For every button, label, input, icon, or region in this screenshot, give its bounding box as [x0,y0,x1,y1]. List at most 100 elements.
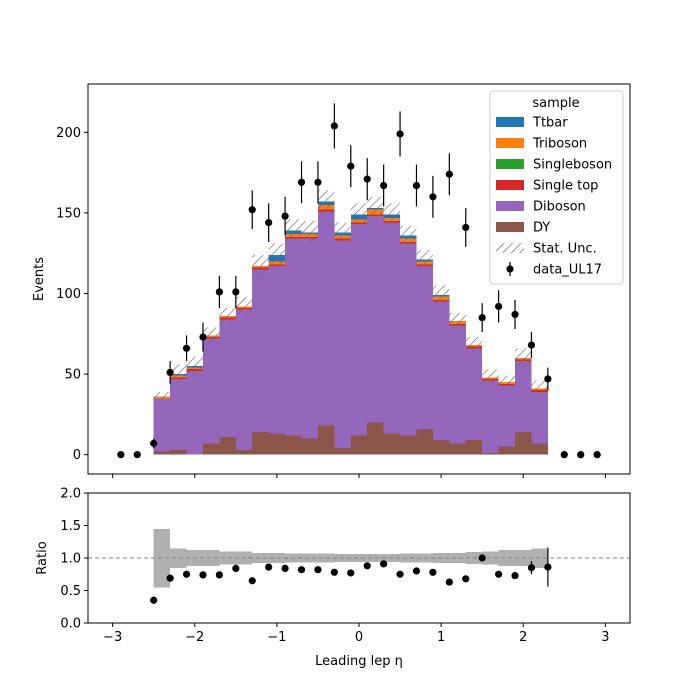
bar-diboson [531,391,548,444]
x-tick-label: −1 [267,630,286,645]
bar-dy [252,432,269,455]
stat-unc-band [465,337,483,354]
bar-dy [301,438,318,455]
ratio-point [363,562,371,570]
ratio-panel: 0.0 0.5 1.0 1.5 2.0 −3 −2 −1 0 1 2 3 Ratio Leading… [35,487,631,669]
legend-label: Single top [533,179,598,194]
bar-dy [317,425,335,455]
stat-unc-band [186,356,203,376]
legend-label: Triboson [532,137,587,152]
ratio-point [330,568,338,576]
legend-swatch-stat-unc- [496,243,524,253]
ratio-point [281,564,289,573]
legend-label: DY [533,221,550,236]
bar-dy [515,432,532,455]
ratio-point [462,575,470,583]
bar-diboson [383,222,401,434]
data-point [347,162,355,170]
data-point [215,288,223,296]
bar-diboson [498,385,516,447]
bar-dy [153,451,171,455]
stat-unc-band [202,327,220,344]
bar-diboson [235,309,253,450]
bar-dy [416,428,433,455]
legend-items: Ttbar Triboson Singleboson Single top Diboso… [496,116,612,278]
legend-swatch-dy [496,222,524,232]
bar-diboson [400,243,417,436]
data-point [511,310,519,319]
bar-dy [268,433,286,455]
bar-dy [235,449,253,455]
data-point [412,181,421,190]
bar-diboson [367,216,384,423]
ratio-unc-band [252,552,269,564]
y-tick-label: 50 [64,368,81,383]
stat-unc-band [482,369,499,386]
ratio-point [166,574,174,582]
ratio-unc-band [202,550,220,566]
stat-unc-band [400,225,417,246]
legend-label: Ttbar [532,116,568,131]
data-point [445,170,453,178]
data-point [297,178,306,186]
y-tick-label: 150 [56,206,81,221]
ratio-y-axis: 0.0 0.5 1.0 1.5 2.0 [60,487,88,632]
data-point [199,333,207,341]
data-point [314,178,322,186]
x-tick-label: 1 [437,630,445,645]
ratio-unc-band [449,552,466,564]
ratio-point [396,570,404,578]
ratio-point [429,568,437,576]
ratio-point [182,570,191,578]
stat-unc-band [531,380,548,397]
bar-dy [531,443,548,455]
bar-diboson [170,378,187,450]
main-x-axis [112,474,606,478]
ratio-y-tick-label: 0.5 [60,584,81,599]
stat-unc-band [252,254,269,278]
stat-unc-band [383,203,401,226]
x-tick-label: 3 [601,630,609,645]
data-point [248,206,256,214]
stat-unc-band [285,219,302,242]
bar-dy [202,443,220,455]
data-point [380,181,388,190]
ratio-x-axis: −3 −2 −1 0 1 2 3 [103,623,610,645]
stat-unc-band [334,222,351,242]
stat-unc-band [515,348,532,368]
data-point [577,451,585,459]
y-tick-label: 0 [73,448,81,463]
data-point [560,451,568,459]
ratio-unc-band [301,553,318,563]
bar-diboson [268,266,286,434]
legend-swatch-singleboson [496,159,524,169]
ratio-point [297,566,306,574]
stat-unc-band [170,364,187,384]
data-point [429,193,437,201]
bar-diboson [350,224,368,436]
x-tick-label: −2 [185,630,204,645]
ratio-y-tick-label: 1.0 [60,552,81,567]
stat-unc-band [350,203,368,226]
main-y-axis: 0 50 100 150 200 [56,126,88,463]
data-point [527,341,536,349]
data-point [593,451,601,459]
ratio-y-tick-label: 1.5 [60,519,81,534]
stat-unc-band [301,220,318,244]
main-panel: 0 50 100 150 200 Events [32,83,631,478]
stat-unc-band [153,391,171,402]
data-point [117,451,125,459]
ratio-unc-band [268,552,286,564]
ratio-unc-band [219,551,236,565]
bar-diboson [252,269,269,433]
bar-dy [465,440,483,455]
ratio-y-axis-label: Ratio [35,541,50,574]
ratio-point [445,578,453,586]
ratio-unc-band [170,548,187,568]
bar-dy [400,435,417,455]
ratio-unc-band [498,550,516,566]
ratio-point [544,563,552,571]
stat-unc-band [235,296,253,317]
bar-dy [432,440,450,455]
ratio-unc-band [400,553,417,563]
